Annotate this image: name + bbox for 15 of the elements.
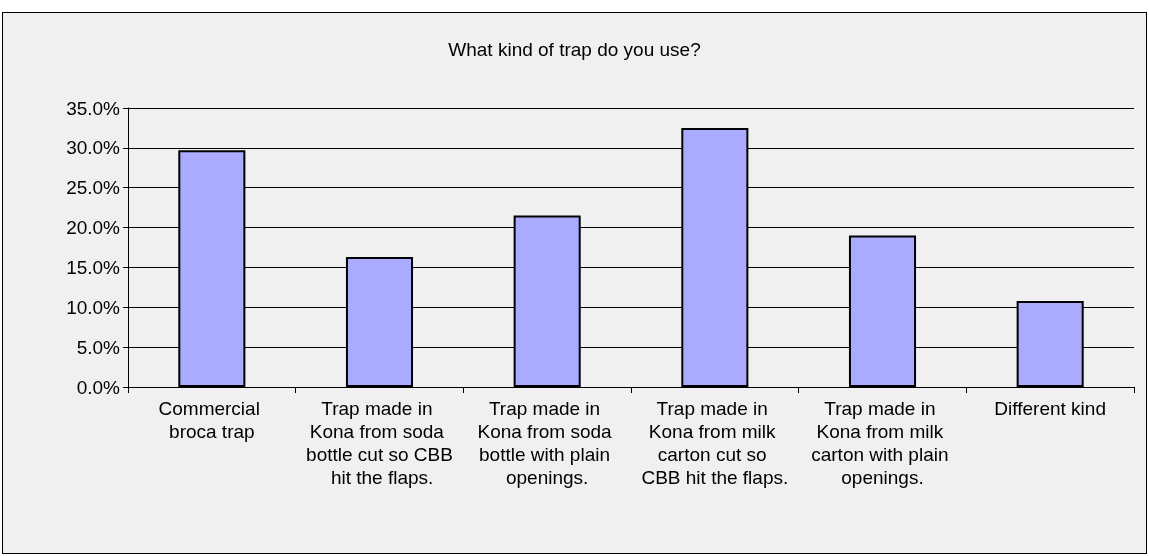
y-tick-label: 15.0%	[66, 256, 121, 278]
y-tick-label: 10.0%	[66, 296, 121, 318]
x-tick-label: Trap made in Kona from milk carton cut so CBB hit the flaps.	[641, 398, 789, 488]
x-tick-label: Trap made in Kona from milk carton with plain openings.	[811, 398, 954, 488]
x-tick-label: Commercial broca trap	[158, 398, 266, 442]
x-tick-label: Different kind	[994, 398, 1106, 419]
y-tick-label: 5.0%	[76, 336, 121, 358]
x-tick-label: Trap made in Kona from soda bottle cut so CBB hit the flaps.	[306, 398, 453, 488]
y-tick-label: 35.0%	[66, 97, 121, 119]
y-tick-label: 0.0%	[76, 376, 121, 398]
chart-title: What kind of trap do you use?	[448, 39, 701, 60]
y-tick-label: 20.0%	[66, 217, 121, 239]
y-tick-label: 30.0%	[66, 137, 121, 159]
x-tick-label: Trap made in Kona from soda bottle with plain openings.	[477, 398, 617, 488]
y-tick-label: 25.0%	[66, 177, 121, 199]
